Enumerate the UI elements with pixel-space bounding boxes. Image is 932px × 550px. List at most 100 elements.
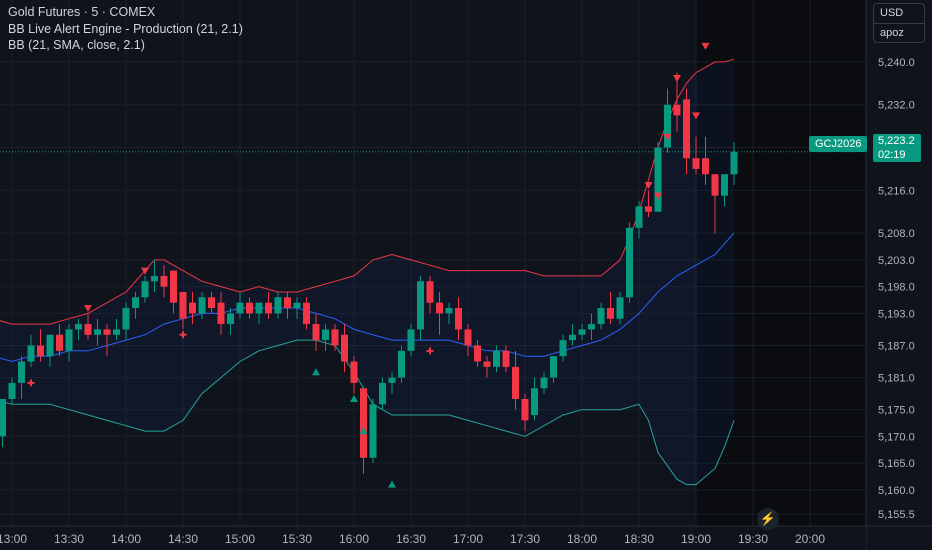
bar-countdown: 02:19: [878, 149, 906, 161]
time-tick-label: 18:00: [567, 532, 597, 546]
candle-body: [160, 275, 168, 287]
lightning-icon[interactable]: ⚡: [757, 508, 779, 530]
currency-usd[interactable]: USD: [880, 7, 904, 19]
candle-body: [265, 302, 272, 314]
candle-body: [692, 158, 700, 169]
time-tick-label: 17:00: [453, 532, 483, 546]
candle-body: [246, 302, 253, 314]
bb-upper-line: [0, 58, 735, 325]
candle-body: [464, 329, 472, 346]
sell-signal-triangle: [644, 181, 653, 189]
candle-body: [331, 329, 339, 346]
price-tick-label: 5,165.0: [878, 458, 915, 470]
candle-body: [664, 104, 671, 148]
currency-divider: [874, 23, 924, 24]
plus-signal: [426, 347, 434, 355]
time-tick-label: 19:00: [681, 532, 711, 546]
candle-body: [369, 404, 377, 458]
candle-body: [559, 340, 567, 357]
time-axis-labels: 13:00 13:30 14:00 14:30 15:00 15:30 16:00 16:30…: [0, 532, 825, 546]
price-tick-label: 5,175.0: [878, 405, 915, 417]
buy-signal-triangle: [312, 368, 320, 376]
candle-body: [341, 334, 348, 362]
candle-body: [141, 281, 149, 298]
candle-body: [46, 334, 54, 357]
plus-signal: [179, 331, 187, 339]
candle-body: [493, 350, 500, 367]
candle-body: [217, 302, 225, 325]
candle-body: [616, 297, 624, 319]
time-tick-label: 14:00: [111, 532, 141, 546]
currency-selector[interactable]: USD apoz: [873, 3, 925, 43]
candle-body: [84, 324, 92, 335]
bb-basis-line: [0, 232, 735, 363]
time-tick-label: 17:30: [510, 532, 540, 546]
candle-body: [179, 291, 187, 319]
candle-body: [521, 398, 529, 421]
candle-body: [417, 281, 424, 330]
candle-body: [208, 297, 215, 309]
candle-body: [312, 324, 320, 341]
price-tick-label: 5,198.0: [878, 282, 915, 294]
candle-body: [236, 302, 244, 314]
price-tick-label: 5,155.5: [878, 509, 915, 521]
candle-body: [426, 281, 434, 303]
time-tick-label: 18:30: [624, 532, 654, 546]
candle-body: [702, 158, 709, 175]
candle-body: [398, 350, 405, 378]
candle-body: [122, 308, 130, 330]
plus-signal: [27, 379, 35, 387]
candle-body: [635, 206, 643, 228]
candle-body: [436, 302, 443, 314]
candle-body: [227, 313, 234, 325]
candle-body: [721, 174, 728, 196]
candle-body: [578, 329, 586, 335]
candle-body: [730, 151, 738, 175]
indicator-alert-engine[interactable]: BB Live Alert Engine - Production (21, 2…: [8, 21, 243, 36]
candle-body: [683, 99, 690, 159]
currency-unit[interactable]: apoz: [880, 27, 904, 39]
sell-signal-triangle: [692, 112, 700, 120]
candle-body: [284, 297, 291, 309]
candle-body: [597, 308, 605, 325]
price-tick-label: 5,193.0: [878, 308, 915, 320]
candle-body: [56, 334, 63, 351]
candle-body: [388, 377, 396, 383]
candle-body: [198, 297, 206, 314]
symbol-title[interactable]: Gold Futures · 5 · COMEX: [8, 5, 156, 19]
price-tick-label: 5,187.0: [878, 340, 915, 352]
time-tick-label: 14:30: [168, 532, 198, 546]
candle-body: [322, 329, 329, 341]
candle-body: [0, 398, 6, 437]
time-tick-label: 13:30: [54, 532, 84, 546]
candle-body: [360, 388, 367, 458]
buy-signal-triangle: [388, 480, 396, 488]
candle-body: [189, 302, 196, 314]
time-tick-label: 19:30: [738, 532, 768, 546]
candle-body: [18, 361, 25, 383]
price-tick-label: 5,170.0: [878, 431, 915, 443]
time-axis[interactable]: [0, 526, 866, 550]
candle-body: [75, 324, 82, 330]
sell-signal-triangle: [654, 192, 662, 200]
candle-body: [512, 366, 519, 399]
candle-body: [673, 104, 681, 116]
candle-body: [455, 308, 462, 330]
price-tick-label: 5,160.0: [878, 485, 915, 497]
sell-signal-triangle: [701, 42, 710, 50]
candle-body: [113, 329, 120, 335]
candle-body: [407, 329, 415, 351]
candle-body: [569, 334, 576, 341]
candle-body: [550, 356, 557, 378]
time-tick-label: 15:30: [282, 532, 312, 546]
indicator-bollinger-bands[interactable]: BB (21, SMA, close, 2.1): [8, 38, 145, 52]
candle-body: [607, 308, 614, 319]
candle-body: [65, 329, 73, 351]
price-tick-label: 5,181.0: [878, 373, 915, 385]
candle-body: [37, 345, 44, 357]
candle-body: [379, 382, 386, 405]
candle-body: [94, 329, 101, 335]
time-tick-label: 13:00: [0, 532, 27, 546]
price-axis[interactable]: [866, 0, 932, 550]
